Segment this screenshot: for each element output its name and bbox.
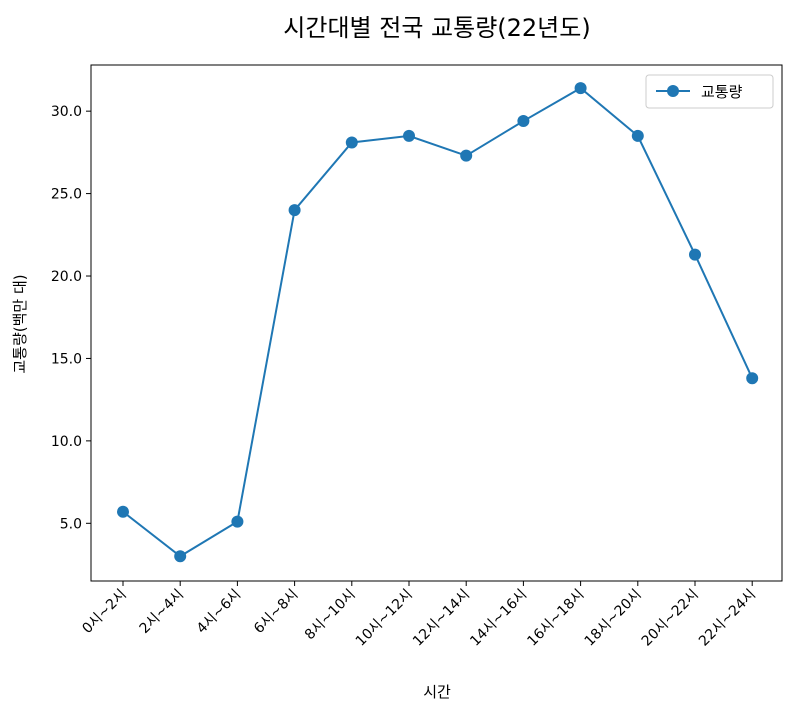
- y-tick-label: 20.0: [51, 269, 82, 285]
- x-tick-label: 8시~10시: [302, 587, 359, 644]
- y-tick-label: 5.0: [60, 516, 82, 532]
- legend-box: [645, 74, 774, 109]
- x-tick-label: 22시~24시: [696, 587, 759, 650]
- x-tick-label: 16시~18시: [524, 587, 587, 650]
- x-tick-label: 6시~8시: [251, 587, 301, 637]
- data-point: [345, 136, 358, 149]
- y-tick-label: 30.0: [51, 104, 82, 120]
- x-axis: 0시~2시 2시~4시 4시~6시 6시~8시 8시~10시10시~12시12시~14시…: [79, 581, 759, 650]
- chart-title: 시간대별 전국 교통량(22년도): [283, 14, 590, 42]
- x-tick-label: 18시~20시: [582, 587, 645, 650]
- data-point: [174, 550, 187, 563]
- series-line: [122, 86, 754, 558]
- plot-area: [90, 64, 783, 582]
- x-tick-label: 20시~22시: [639, 587, 702, 650]
- data-point: [231, 515, 244, 528]
- x-tick-label: 14시~16시: [467, 587, 530, 650]
- legend: 교통량: [645, 74, 774, 109]
- y-axis-label: 교통량(백만 대): [11, 274, 29, 373]
- x-tick-label: 12시~14시: [410, 587, 473, 650]
- y-axis: 5.0 10.0 15.0 20.0 25.0 30.0: [51, 104, 91, 532]
- data-point: [746, 372, 759, 385]
- x-tick-label: 10시~12시: [353, 587, 416, 650]
- data-point: [517, 115, 530, 128]
- x-tick-label: 2시~4시: [137, 587, 187, 637]
- y-tick-label: 15.0: [51, 351, 82, 367]
- series-layer: [117, 82, 759, 563]
- x-tick-label: 4시~6시: [194, 587, 244, 637]
- data-point: [288, 204, 301, 217]
- data-point: [403, 129, 415, 142]
- data-point: [689, 248, 701, 261]
- legend-entry-label: 교통량: [701, 83, 743, 101]
- x-tick-label: 0시~2시: [79, 587, 129, 637]
- legend-marker: [667, 85, 679, 97]
- data-point: [574, 82, 587, 95]
- y-tick-label: 10.0: [51, 434, 82, 450]
- x-axis-label: 시간: [423, 683, 451, 701]
- data-point: [460, 149, 473, 162]
- data-point: [631, 129, 644, 142]
- data-point: [117, 505, 129, 518]
- y-tick-label: 25.0: [51, 187, 82, 203]
